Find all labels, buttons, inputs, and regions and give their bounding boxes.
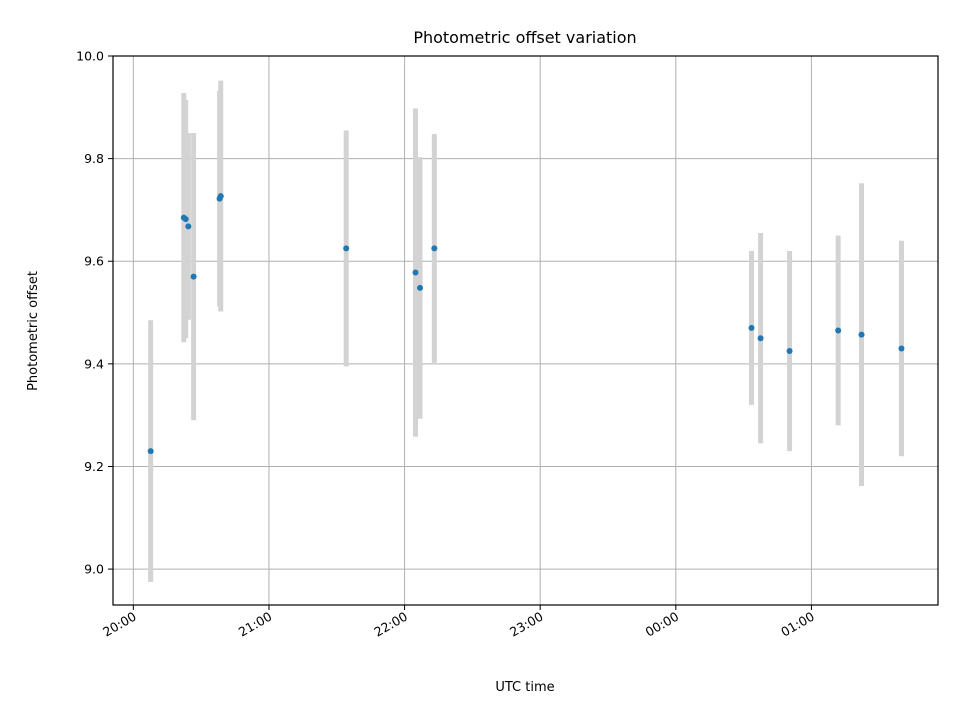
data-point xyxy=(147,448,154,455)
data-point xyxy=(417,284,424,291)
plot-frame xyxy=(112,55,939,606)
data-point xyxy=(898,345,905,352)
data-point xyxy=(431,245,438,252)
y-axis-label: Photometric offset xyxy=(26,271,41,391)
data-point xyxy=(835,327,842,334)
y-tick-label: 9.8 xyxy=(84,151,104,166)
data-point xyxy=(190,273,197,280)
data-point xyxy=(185,223,192,230)
chart-title: Photometric offset variation xyxy=(413,28,636,47)
data-point xyxy=(182,216,189,223)
y-tick-label: 9.4 xyxy=(84,356,104,371)
data-points xyxy=(147,193,905,455)
data-point xyxy=(786,348,793,355)
y-tick-label: 10.0 xyxy=(76,49,104,64)
x-axis-label: UTC time xyxy=(495,680,554,695)
y-tick-label: 9.0 xyxy=(84,562,104,577)
data-point xyxy=(412,269,419,276)
data-point xyxy=(217,193,224,200)
data-point xyxy=(748,324,755,331)
y-tick-label: 9.2 xyxy=(84,459,104,474)
data-point xyxy=(858,331,865,338)
y-tick-label: 9.6 xyxy=(84,254,104,269)
data-point xyxy=(343,245,350,252)
data-point xyxy=(757,335,764,342)
